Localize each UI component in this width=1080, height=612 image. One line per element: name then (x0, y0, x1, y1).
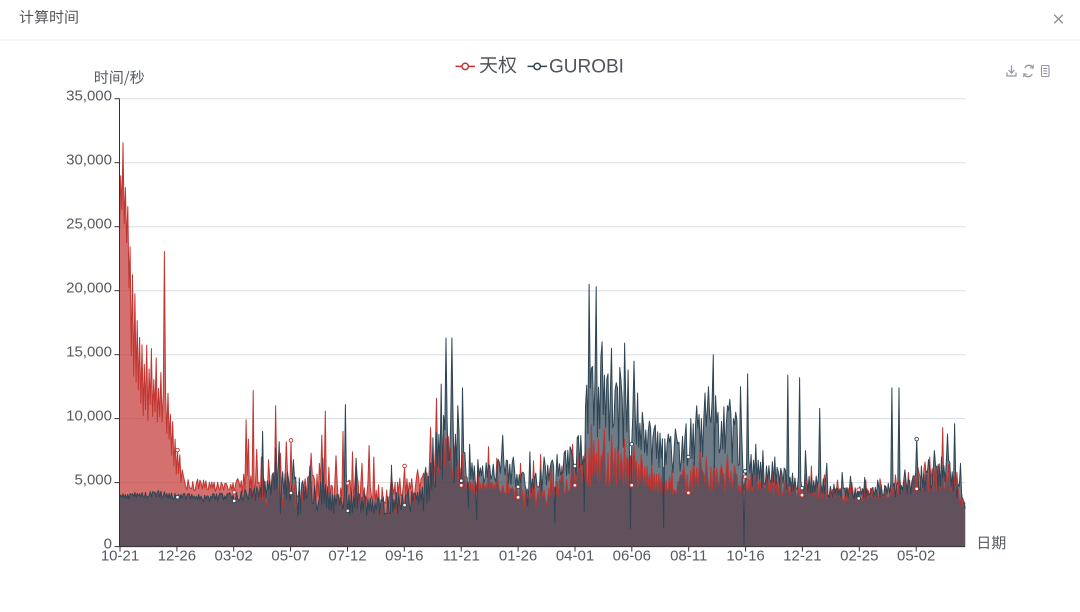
svg-text:15,000: 15,000 (66, 344, 112, 361)
svg-text:11-21: 11-21 (443, 547, 480, 564)
svg-text:05-02: 05-02 (897, 547, 935, 564)
svg-text:10-21: 10-21 (101, 547, 139, 564)
svg-text:25,000: 25,000 (66, 216, 112, 233)
svg-text:10-16: 10-16 (726, 547, 764, 564)
svg-text:03-02: 03-02 (215, 547, 253, 564)
svg-text:04-01: 04-01 (556, 547, 594, 564)
svg-text:GUROBI: GUROBI (549, 57, 624, 78)
svg-text:20,000: 20,000 (66, 280, 112, 297)
svg-text:12-26: 12-26 (158, 547, 196, 564)
svg-text:30,000: 30,000 (66, 152, 112, 169)
svg-text:06-06: 06-06 (613, 547, 651, 564)
svg-text:09-16: 09-16 (385, 547, 423, 564)
svg-text:12-21: 12-21 (783, 547, 821, 564)
svg-text:02-25: 02-25 (840, 547, 878, 564)
svg-text:10,000: 10,000 (66, 408, 112, 425)
svg-text:35,000: 35,000 (66, 88, 112, 105)
svg-text:05-07: 05-07 (271, 547, 309, 564)
svg-text:5,000: 5,000 (74, 472, 112, 489)
svg-text:01-26: 01-26 (499, 547, 537, 564)
svg-text:08-11: 08-11 (670, 547, 707, 564)
svg-text:07-12: 07-12 (328, 547, 366, 564)
svg-text:0: 0 (104, 536, 112, 553)
